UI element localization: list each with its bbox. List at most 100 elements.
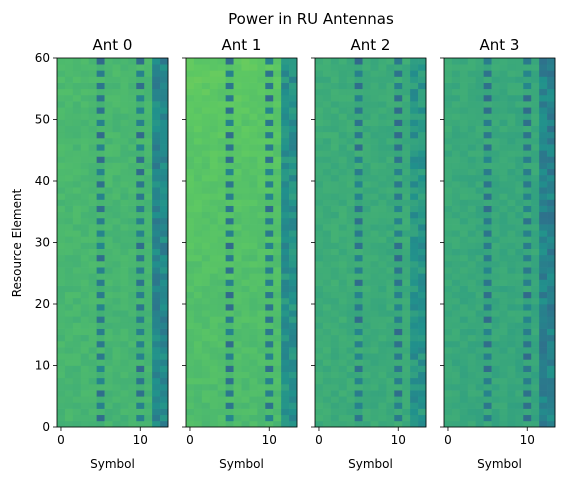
heatmap-cell — [547, 94, 556, 102]
heatmap-cell — [354, 347, 363, 354]
heatmap-cell — [289, 279, 298, 286]
heatmap-cell — [507, 236, 516, 243]
heatmap-cell — [225, 377, 234, 385]
heatmap-cell — [322, 353, 332, 360]
heatmap-cell — [378, 310, 387, 317]
heatmap-cell — [281, 205, 290, 213]
heatmap-cell — [273, 248, 282, 256]
heatmap-cell — [467, 248, 477, 256]
heatmap-cell — [88, 304, 97, 311]
heatmap-cell — [523, 58, 532, 65]
heatmap-cell — [523, 396, 532, 403]
heatmap-cell — [209, 383, 219, 391]
heatmap-cell — [96, 402, 105, 409]
heatmap-cell — [249, 402, 258, 409]
heatmap-cell — [315, 236, 324, 243]
heatmap-cell — [80, 230, 90, 237]
heatmap-cell — [322, 119, 332, 126]
heatmap-cell — [160, 156, 169, 163]
heatmap-cell — [128, 285, 137, 293]
heatmap-cell — [394, 193, 403, 200]
heatmap-cell — [386, 217, 395, 225]
heatmap-cell — [193, 248, 203, 256]
heatmap-cell — [104, 217, 113, 225]
heatmap-cell — [120, 248, 129, 256]
heatmap-cell — [249, 322, 258, 329]
heatmap-cell — [120, 414, 129, 422]
heatmap-cell — [346, 273, 355, 280]
heatmap-cell — [491, 304, 500, 311]
heatmap-cell — [249, 64, 258, 71]
heatmap-cell — [418, 76, 427, 83]
heatmap-cell — [80, 187, 90, 194]
heatmap-cell — [315, 144, 324, 151]
heatmap-cell — [265, 144, 274, 151]
heatmap-cell — [475, 242, 484, 249]
heatmap-cell — [249, 193, 258, 200]
heatmap-cell — [475, 304, 484, 311]
heatmap-cell — [249, 260, 258, 268]
heatmap-cell — [273, 82, 282, 90]
heatmap-cell — [104, 408, 113, 416]
heatmap-cell — [418, 291, 427, 299]
heatmap-cell — [64, 322, 74, 329]
heatmap-cell — [57, 76, 66, 83]
heatmap-cell — [451, 254, 461, 262]
heatmap-cell — [160, 365, 169, 372]
heatmap-cell — [72, 156, 82, 163]
heatmap-cell — [209, 156, 219, 163]
heatmap-cell — [515, 137, 524, 145]
heatmap-cell — [144, 224, 153, 231]
heatmap-cell — [160, 371, 169, 379]
heatmap-cell — [370, 58, 379, 65]
heatmap-cell — [547, 205, 556, 213]
heatmap-cell — [265, 322, 274, 329]
heatmap-cell — [160, 119, 169, 126]
heatmap-cell — [193, 420, 203, 428]
heatmap-cell — [539, 267, 548, 274]
heatmap-cell — [315, 291, 324, 299]
heatmap-cell — [394, 390, 403, 397]
heatmap-cell — [72, 242, 82, 249]
heatmap-cell — [394, 267, 403, 274]
heatmap-cell — [491, 414, 500, 422]
heatmap-cell — [402, 402, 411, 409]
heatmap-cell — [160, 297, 169, 305]
heatmap-cell — [88, 408, 97, 416]
heatmap-cell — [96, 279, 105, 286]
heatmap-cell — [128, 242, 137, 249]
heatmap-cell — [160, 377, 169, 385]
heatmap-cell — [531, 101, 540, 108]
heatmap-cell — [346, 199, 355, 206]
heatmap-cell — [80, 162, 90, 170]
heatmap-cell — [57, 267, 66, 274]
heatmap-cell — [249, 347, 258, 354]
heatmap-cell — [362, 420, 371, 428]
heatmap-cell — [354, 137, 363, 145]
heatmap-cell — [362, 94, 371, 102]
heatmap-cell — [128, 279, 137, 286]
heatmap-cell — [378, 64, 387, 71]
heatmap-cell — [96, 230, 105, 237]
heatmap-cell — [160, 279, 169, 286]
heatmap-cell — [136, 137, 145, 145]
heatmap-cell — [104, 58, 113, 65]
heatmap-cell — [547, 371, 556, 379]
heatmap-cell — [354, 304, 363, 311]
heatmap-cell — [136, 230, 145, 237]
heatmap-cell — [491, 156, 500, 163]
heatmap-cell — [120, 101, 129, 108]
heatmap-cell — [539, 187, 548, 194]
heatmap-cell — [362, 193, 371, 200]
heatmap-cell — [160, 113, 169, 120]
heatmap-cell — [57, 390, 66, 397]
heatmap-cell — [144, 260, 153, 268]
heatmap-cell — [378, 174, 387, 182]
heatmap-cell — [531, 353, 540, 360]
heatmap-cell — [120, 64, 129, 71]
heatmap-cell — [96, 322, 105, 329]
heatmap-cell — [160, 137, 169, 145]
heatmap-cell — [257, 131, 266, 139]
heatmap-cell — [475, 137, 484, 145]
heatmap-cell — [459, 340, 469, 348]
